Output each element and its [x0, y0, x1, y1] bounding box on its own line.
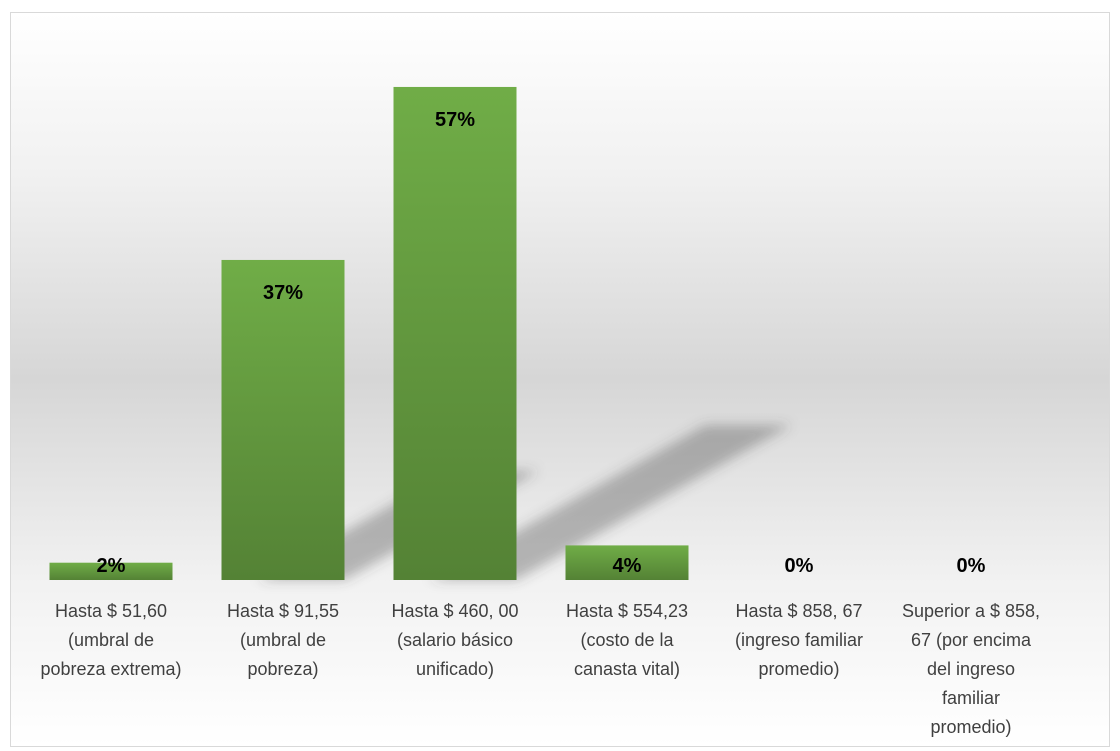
bars [49, 86, 689, 580]
bar-1 [221, 259, 345, 580]
category-label-0: Hasta $ 51,60 (umbral de pobreza extrema) [40, 601, 181, 679]
category-label-5: Superior a $ 858, 67 (por encima del ingre… [902, 601, 1040, 737]
data-label-3: 4% [613, 555, 642, 577]
bar-2 [393, 86, 517, 580]
category-label-4: Hasta $ 858, 67 (ingreso familiar promedio… [735, 601, 863, 679]
data-label-0: 2% [97, 555, 126, 577]
data-label-5: 0% [957, 555, 986, 577]
data-labels: 2% 37% 57% 4% 0% 0% [97, 109, 986, 577]
chart-frame: 2% 37% 57% 4% 0% 0% Hasta $ 51,60 (umbral de po… [10, 12, 1110, 747]
bar-0 [49, 562, 173, 580]
data-label-1: 37% [263, 282, 303, 304]
data-label-4: 0% [785, 555, 814, 577]
category-label-2: Hasta $ 460, 00 (salario básico unificado) [391, 601, 518, 679]
bar-chart: 2% 37% 57% 4% 0% 0% Hasta $ 51,60 (umbral de po… [40, 86, 1040, 737]
category-label-3: Hasta $ 554,23 (costo de la canasta vital) [566, 601, 688, 679]
bar-shadow-2 [430, 425, 792, 580]
category-labels: Hasta $ 51,60 (umbral de pobreza extrema) H… [40, 601, 1040, 737]
data-label-2: 57% [435, 109, 475, 131]
category-label-1: Hasta $ 91,55 (umbral de pobreza) [227, 601, 339, 679]
bar-3 [565, 545, 689, 580]
